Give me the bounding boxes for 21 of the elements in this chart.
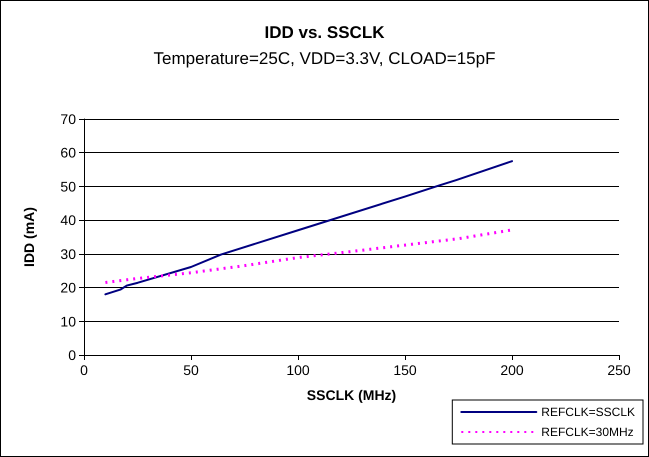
text: REFCLK=SSCLK [541, 405, 635, 419]
text: REFCLK=30MHz [541, 425, 634, 439]
x-tick-label: 150 [393, 362, 417, 378]
x-axis-title: SSCLK (MHz) [306, 387, 396, 403]
y-tick-label: 30 [60, 246, 76, 262]
x-tick-label: 200 [500, 362, 524, 378]
x-tick-label: 250 [607, 362, 631, 378]
x-tick-label: 50 [183, 362, 199, 378]
y-tick-label: 20 [60, 280, 76, 296]
y-tick-label: 0 [68, 347, 76, 363]
line-series [104, 160, 513, 296]
y-tick-label: 10 [60, 313, 76, 330]
y-tick-label: 50 [60, 178, 76, 194]
y-axis-title: IDD (mA) [21, 207, 37, 267]
chart-title: IDD vs. SSCLK [264, 23, 386, 42]
x-tick-label: 100 [286, 362, 310, 378]
x-tick-label: 0 [80, 362, 88, 378]
y-tick-label: 40 [60, 212, 76, 228]
y-tick-label: 70 [60, 111, 76, 127]
chart-subtitle: Temperature=25C, VDD=3.3V, CLOAD=15pF [154, 49, 496, 68]
y-tick-label: 60 [60, 144, 76, 161]
